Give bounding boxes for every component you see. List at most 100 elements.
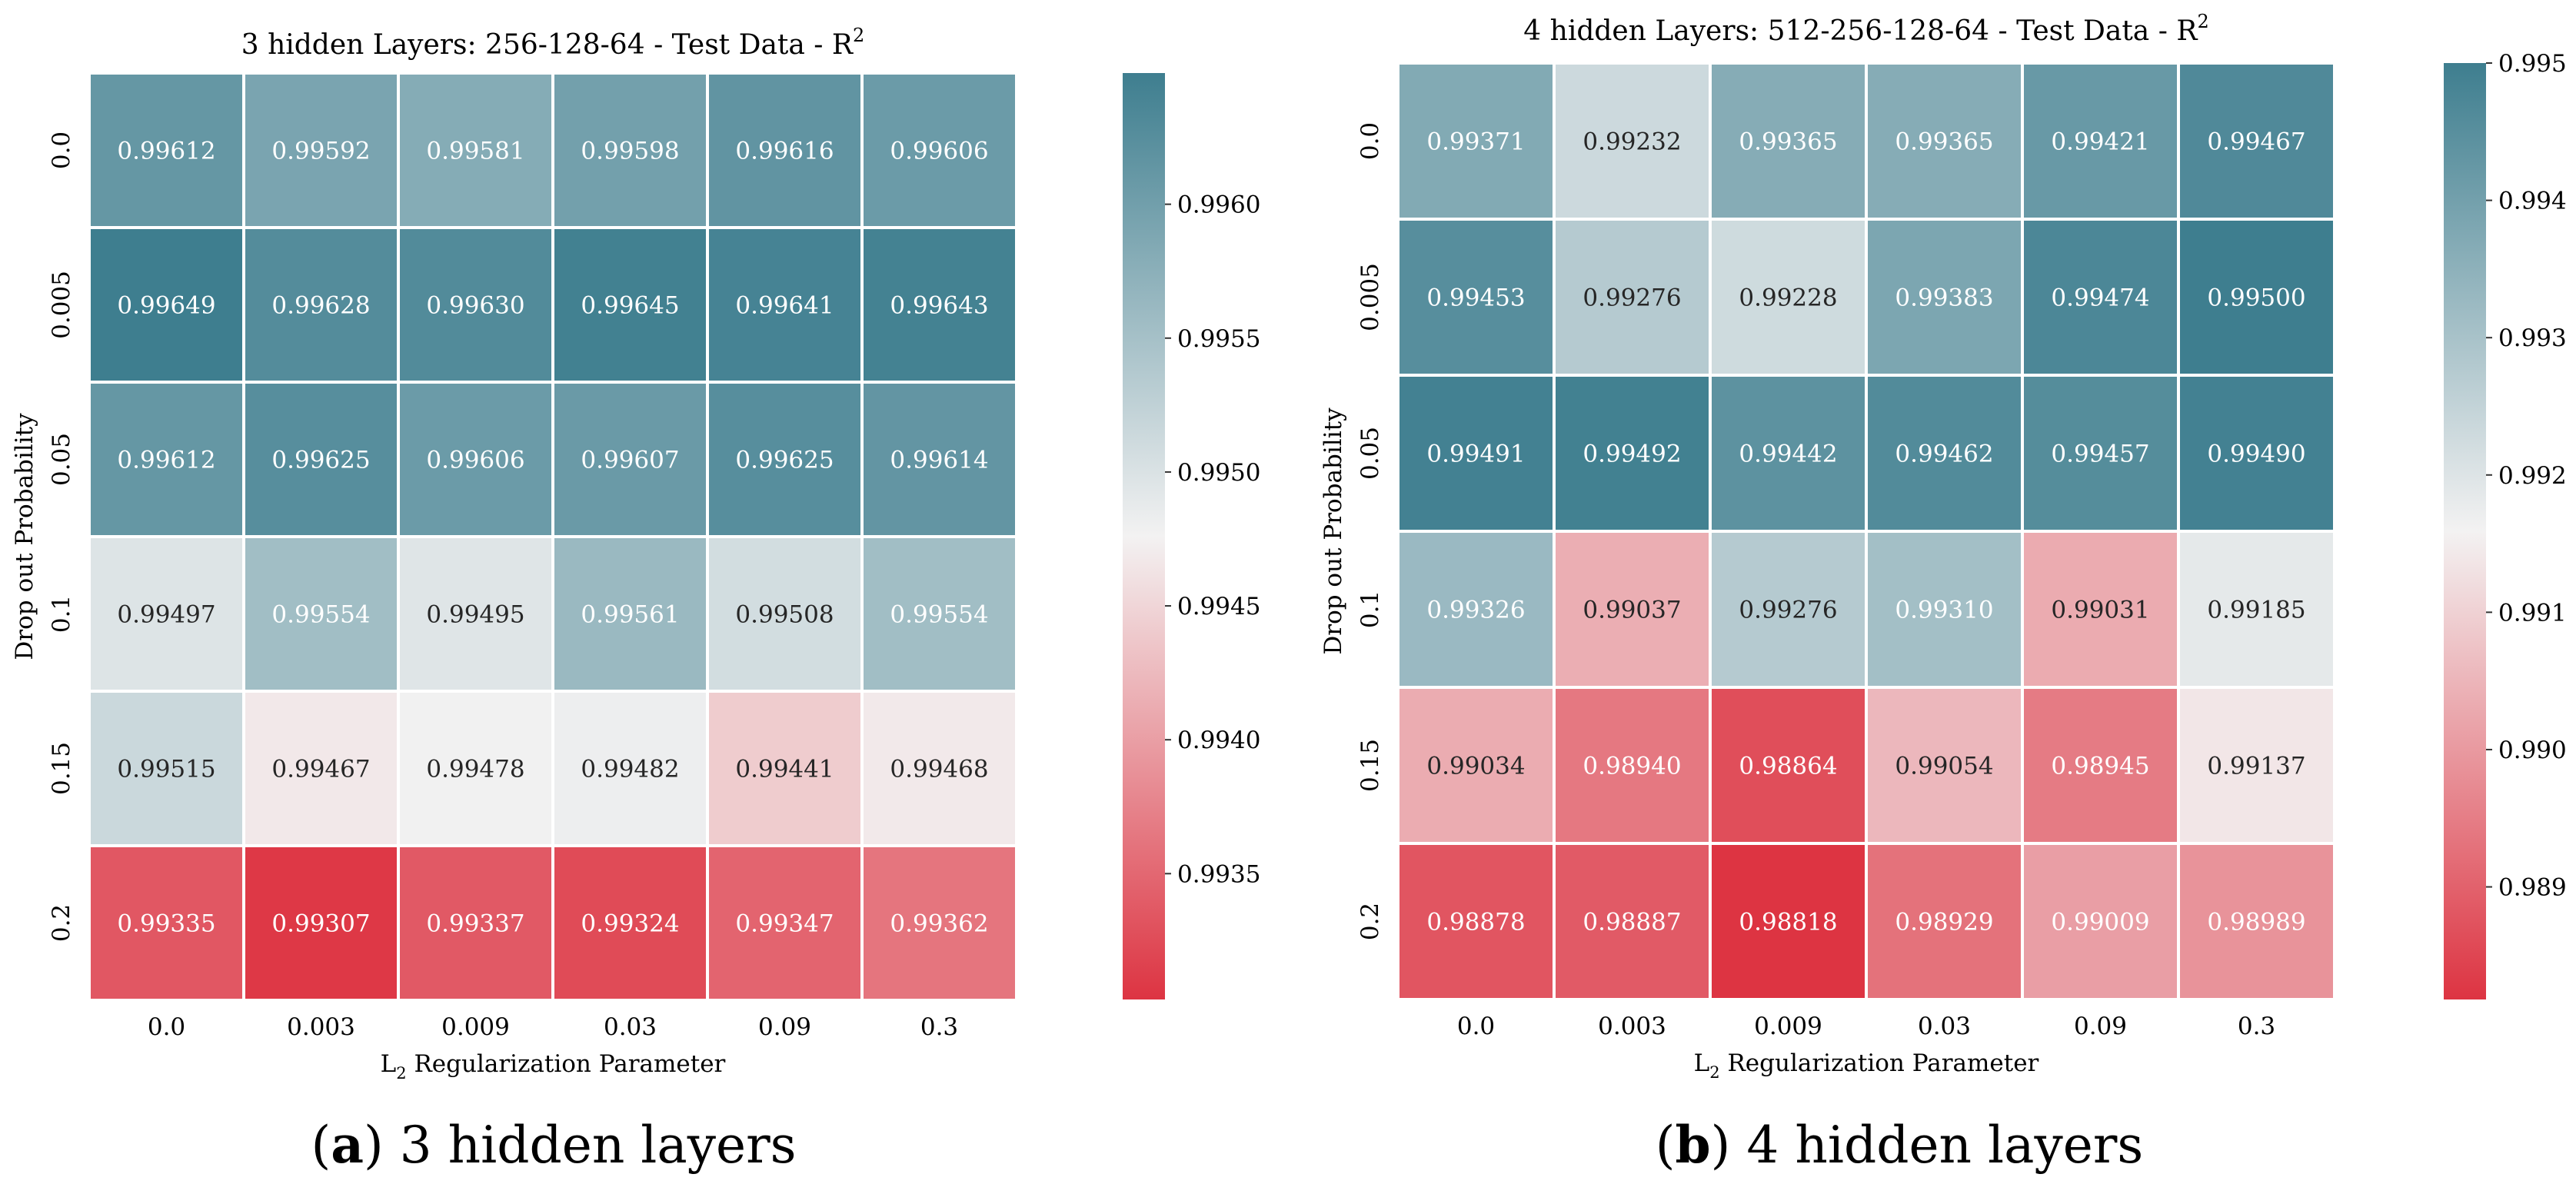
cell-value-label: 0.99468 (890, 756, 988, 783)
cell-value-label: 0.99457 (2051, 441, 2149, 468)
heatmap-cell (1709, 218, 1868, 377)
cell-value-label: 0.99592 (271, 138, 370, 165)
heatmap-cell (1396, 686, 1556, 845)
x-tick-label: 0.03 (604, 1013, 657, 1041)
cell-value-label: 0.99482 (581, 756, 679, 783)
caption-paren-close: ) (364, 1116, 384, 1175)
caption-paren-open: ( (1656, 1116, 1676, 1175)
y-tick-label: 0.2 (1356, 903, 1384, 940)
cell-value-label: 0.99232 (1583, 128, 1681, 156)
x-axis-label: L2 Regularization Parameter (381, 1050, 726, 1083)
y-tick-label: 0.1 (48, 595, 75, 633)
cell-value-label: 0.99365 (1895, 128, 1993, 156)
colorbar-tick-label: 0.993 (2498, 324, 2567, 352)
heatmap-cell (2177, 374, 2336, 533)
x-axis-label-suffix: Regularization Parameter (407, 1050, 726, 1078)
y-tick-label: 0.05 (48, 433, 75, 486)
x-tick-label: 0.009 (1754, 1013, 1822, 1040)
heatmap-cell (1865, 374, 2024, 533)
cell-value-label: 0.99054 (1895, 753, 1993, 780)
cell-value-label: 0.99365 (1739, 128, 1837, 156)
x-axis-label-prefix: L (381, 1050, 397, 1078)
y-axis-label: Drop out Probability (11, 413, 38, 660)
heatmap-cell (2021, 842, 2180, 1001)
heatmap-cell (2021, 218, 2180, 377)
heatmap-cell (1553, 686, 1712, 845)
x-tick-label: 0.3 (2238, 1013, 2275, 1040)
cell-value-label: 0.99276 (1739, 597, 1837, 624)
cell-value-label: 0.99462 (1895, 441, 1993, 468)
heatmap-cell (1709, 842, 1868, 1001)
cell-value-label: 0.99310 (1895, 597, 1993, 624)
x-axis-label-subscript: 2 (1709, 1063, 1719, 1082)
heatmap-cell (860, 226, 1018, 384)
colorbar-tick-label: 0.9955 (1177, 325, 1260, 353)
heatmap-cell (2177, 686, 2336, 845)
y-tick-label: 0.2 (48, 904, 75, 942)
chart-title: 3 hidden Layers: 256-128-64 - Test Data … (241, 25, 865, 61)
cell-value-label: 0.98818 (1739, 909, 1837, 936)
cell-value-label: 0.99500 (2207, 284, 2305, 312)
cell-value-label: 0.99625 (735, 447, 834, 474)
cell-value-label: 0.99031 (2051, 597, 2149, 624)
y-tick-label: 0.005 (48, 271, 75, 339)
colorbar-tick-label: 0.989 (2498, 874, 2567, 902)
cell-value-label: 0.99554 (271, 601, 370, 629)
x-tick-label: 0.009 (441, 1013, 510, 1041)
cell-value-label: 0.99276 (1583, 284, 1681, 312)
heatmap-cell (1396, 530, 1556, 689)
heatmap-cell (1865, 62, 2024, 221)
chart-title-superscript: 2 (853, 25, 864, 46)
cell-value-label: 0.99554 (890, 601, 988, 629)
heatmap-cell (860, 690, 1018, 847)
x-axis-label-prefix: L (1694, 1049, 1710, 1077)
cell-value-label: 0.99641 (735, 292, 834, 320)
colorbar-tick-label: 0.994 (2498, 188, 2567, 215)
cell-value-label: 0.99491 (1426, 441, 1525, 468)
x-tick-label: 0.0 (148, 1013, 185, 1041)
cell-value-label: 0.99612 (117, 447, 215, 474)
cell-value-label: 0.99643 (890, 292, 988, 320)
heatmap-cell (706, 535, 864, 693)
heatmap-cell (706, 844, 864, 1002)
heatmap-cell (551, 690, 709, 847)
heatmap-cell (88, 844, 245, 1002)
caption-text: 4 hidden layers (1730, 1116, 2143, 1175)
panel-caption: (a) 3 hidden layers (311, 1115, 796, 1175)
cell-value-label: 0.99137 (2207, 753, 2305, 780)
cell-value-label: 0.99467 (2207, 128, 2305, 156)
cell-value-label: 0.99612 (117, 138, 215, 165)
heatmap-cell (242, 381, 400, 538)
heatmap-cell (551, 535, 709, 693)
heatmap-cell (1709, 374, 1868, 533)
caption-text: 3 hidden layers (384, 1116, 797, 1175)
heatmap-cell (242, 72, 400, 229)
cell-value-label: 0.98940 (1583, 753, 1681, 780)
heatmap-cell (1553, 842, 1712, 1001)
y-tick-label: 0.15 (1356, 739, 1384, 792)
cell-value-label: 0.99383 (1895, 284, 1993, 312)
x-tick-label: 0.003 (287, 1013, 355, 1041)
colorbar-tick-label: 0.9940 (1177, 727, 1260, 754)
cell-value-label: 0.99561 (581, 601, 679, 629)
heatmap-cell (242, 535, 400, 693)
cell-value-label: 0.98989 (2207, 909, 2305, 936)
cell-value-label: 0.99307 (271, 910, 370, 938)
y-tick-label: 0.0 (1356, 122, 1384, 160)
heatmap-cell (1553, 62, 1712, 221)
heatmap-cell (2177, 218, 2336, 377)
y-tick-label: 0.05 (1356, 427, 1384, 480)
caption-paren-open: ( (311, 1116, 331, 1175)
panel-caption: (b) 4 hidden layers (1656, 1115, 2144, 1175)
cell-value-label: 0.99490 (2207, 441, 2305, 468)
heatmap-cell (1396, 218, 1556, 377)
caption-paren-close: ) (1711, 1116, 1731, 1175)
heatmap-cell (551, 226, 709, 384)
chart-title-superscript: 2 (2197, 11, 2208, 32)
cell-value-label: 0.99598 (581, 138, 679, 165)
x-axis-label: L2 Regularization Parameter (1694, 1049, 2039, 1082)
cell-value-label: 0.99614 (890, 447, 988, 474)
heatmap-cell (1865, 530, 2024, 689)
heatmap-panel-2: 4 hidden Layers: 512-256-128-64 - Test D… (1320, 11, 2567, 1175)
